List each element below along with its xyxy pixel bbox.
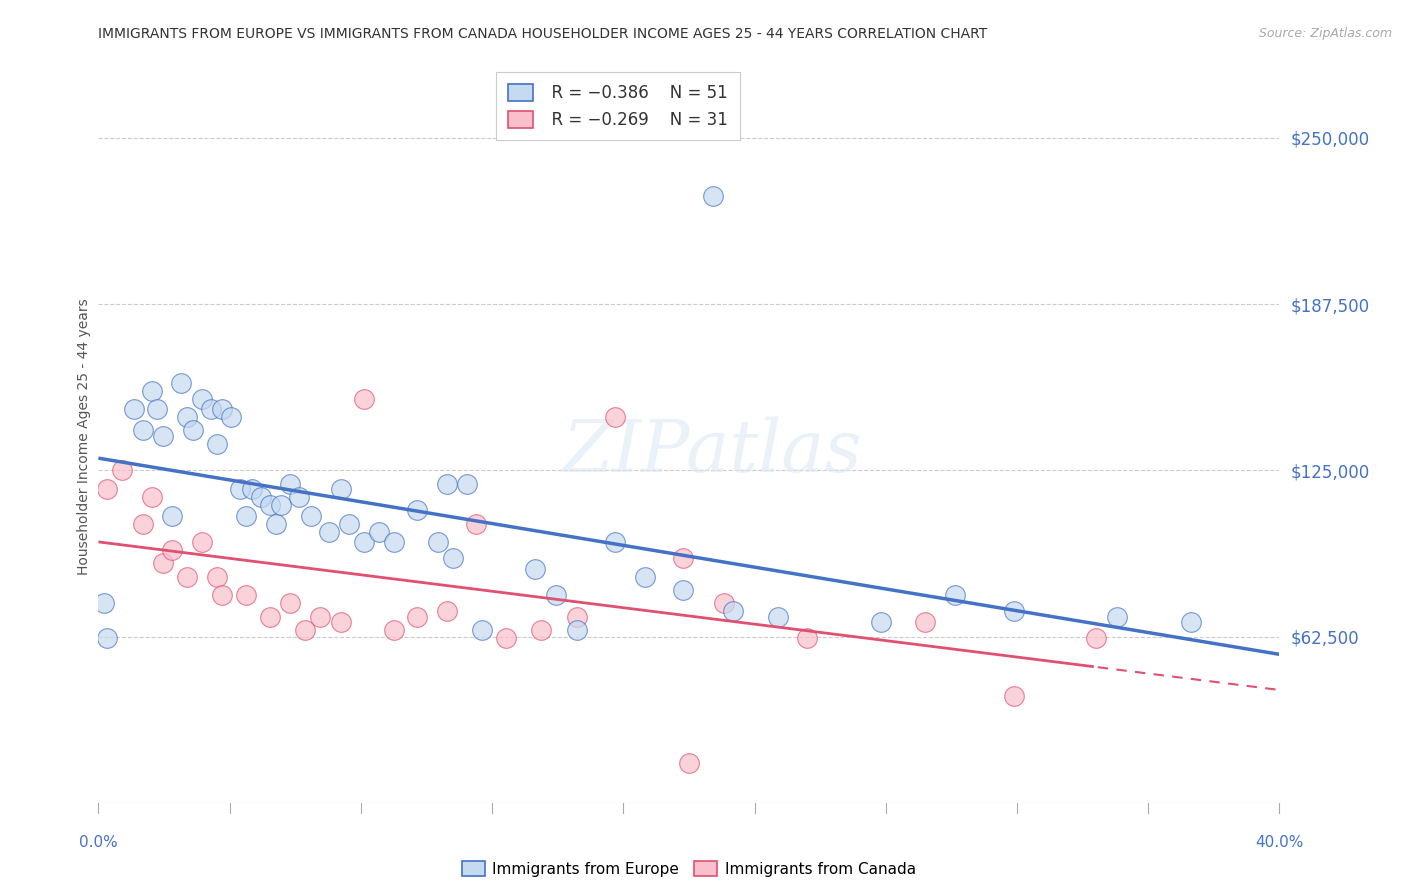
Point	[943, 588, 966, 602]
Point	[530, 623, 553, 637]
Text: 0.0%: 0.0%	[79, 836, 118, 850]
Text: 40.0%: 40.0%	[1256, 836, 1303, 850]
Text: IMMIGRANTS FROM EUROPE VS IMMIGRANTS FROM CANADA HOUSEHOLDER INCOME AGES 25 - 44: IMMIGRANTS FROM EUROPE VS IMMIGRANTS FRO…	[98, 27, 987, 41]
Point	[702, 189, 724, 203]
Point	[524, 562, 547, 576]
Point	[766, 609, 789, 624]
Point	[299, 508, 322, 523]
Point	[176, 570, 198, 584]
Point	[382, 535, 405, 549]
Point	[1180, 615, 1202, 629]
Point	[170, 376, 193, 390]
Point	[141, 384, 163, 398]
Point	[146, 402, 169, 417]
Point	[122, 402, 145, 417]
Point	[205, 570, 228, 584]
Point	[495, 631, 517, 645]
Point	[382, 623, 405, 637]
Point	[565, 609, 588, 624]
Point	[235, 508, 257, 523]
Point	[353, 392, 375, 406]
Point	[796, 631, 818, 645]
Point	[368, 524, 391, 539]
Point	[713, 596, 735, 610]
Point	[162, 508, 183, 523]
Point	[205, 436, 228, 450]
Point	[471, 623, 494, 637]
Point	[605, 535, 627, 549]
Point	[111, 463, 134, 477]
Point	[427, 535, 450, 549]
Text: ZIPatlas: ZIPatlas	[562, 417, 862, 487]
Point	[565, 623, 588, 637]
Point	[544, 588, 567, 602]
Point	[869, 615, 891, 629]
Point	[93, 596, 115, 610]
Point	[211, 588, 233, 602]
Point	[605, 410, 627, 425]
Point	[96, 482, 118, 496]
Point	[200, 402, 222, 417]
Point	[465, 516, 488, 531]
Point	[1105, 609, 1128, 624]
Text: Source: ZipAtlas.com: Source: ZipAtlas.com	[1258, 27, 1392, 40]
Point	[288, 490, 311, 504]
Point	[318, 524, 340, 539]
Point	[270, 498, 292, 512]
Point	[141, 490, 163, 504]
Point	[162, 543, 183, 558]
Point	[191, 392, 214, 406]
Point	[309, 609, 332, 624]
Point	[633, 570, 655, 584]
Point	[181, 424, 204, 438]
Point	[441, 551, 464, 566]
Point	[721, 604, 744, 618]
Point	[211, 402, 233, 417]
Legend: Immigrants from Europe, Immigrants from Canada: Immigrants from Europe, Immigrants from …	[456, 855, 922, 883]
Point	[176, 410, 198, 425]
Point	[152, 557, 174, 571]
Point	[132, 516, 155, 531]
Point	[219, 410, 242, 425]
Point	[436, 476, 458, 491]
Point	[191, 535, 214, 549]
Point	[406, 609, 429, 624]
Point	[152, 429, 174, 443]
Point	[250, 490, 273, 504]
Point	[406, 503, 429, 517]
Point	[259, 498, 281, 512]
Y-axis label: Householder Income Ages 25 - 44 years: Householder Income Ages 25 - 44 years	[77, 299, 91, 575]
Point	[329, 615, 352, 629]
Point	[337, 516, 360, 531]
Point	[353, 535, 375, 549]
Point	[678, 756, 700, 770]
Point	[96, 631, 118, 645]
Point	[1085, 631, 1108, 645]
Point	[672, 551, 695, 566]
Point	[235, 588, 257, 602]
Point	[1002, 690, 1025, 704]
Point	[264, 516, 287, 531]
Point	[240, 482, 263, 496]
Point	[229, 482, 252, 496]
Point	[278, 476, 302, 491]
Point	[914, 615, 936, 629]
Point	[132, 424, 155, 438]
Point	[1002, 604, 1025, 618]
Point	[456, 476, 478, 491]
Point	[436, 604, 458, 618]
Point	[259, 609, 281, 624]
Point	[278, 596, 302, 610]
Point	[672, 582, 695, 597]
Point	[329, 482, 352, 496]
Point	[294, 623, 316, 637]
